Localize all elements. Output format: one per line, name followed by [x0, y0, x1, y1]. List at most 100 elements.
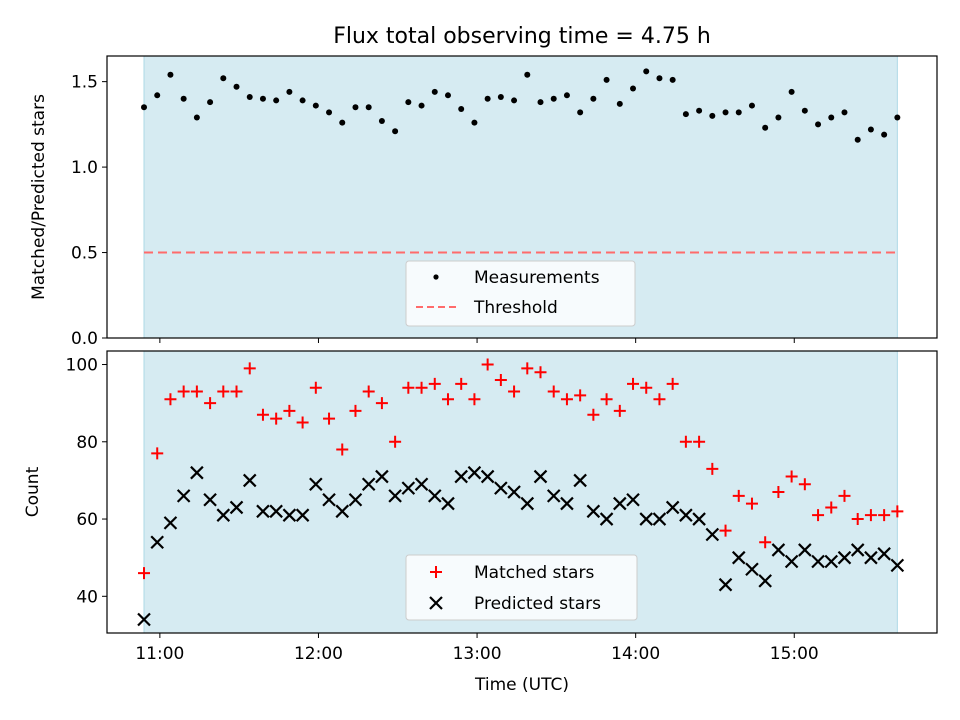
predicted-stars-point — [348, 492, 363, 507]
matched-stars-point — [481, 358, 494, 371]
matched-stars-point — [402, 381, 415, 394]
top-legend-box — [405, 260, 636, 327]
measurements-point — [894, 114, 901, 121]
matched-stars-point — [560, 393, 573, 406]
matched-stars-point — [851, 513, 864, 526]
predicted-stars-point — [837, 550, 852, 565]
matched-stars-point — [521, 362, 534, 375]
predicted-stars-point — [731, 550, 746, 565]
x-tick-label: 15:00 — [770, 644, 819, 664]
predicted-stars-point — [480, 469, 495, 484]
predicted-stars-point — [216, 508, 231, 522]
top-y-axis-label: Matched/Predicted stars — [29, 94, 49, 300]
measurements-point — [841, 109, 848, 116]
matched-stars-point — [362, 385, 375, 398]
measurements-point — [577, 109, 584, 116]
bottom-y-tick-label: 80 — [76, 433, 98, 453]
predicted-stars-point — [639, 512, 654, 526]
measurements-point — [233, 83, 240, 90]
measurements-point — [431, 88, 438, 95]
top-panel: 0.0 0.5 1.0 1.5 Matched/Predicted stars Mea… — [29, 55, 938, 349]
matched-stars-point — [574, 389, 587, 402]
measurements-point — [458, 105, 465, 112]
measurements-point — [326, 109, 333, 116]
matched-stars-point — [812, 509, 825, 522]
measurements-point — [603, 76, 610, 83]
measurements-point — [378, 117, 385, 124]
legend-measurements-label: Measurements — [474, 268, 600, 288]
measurements-point — [643, 68, 650, 75]
predicted-stars-point — [784, 554, 799, 569]
matched-stars-point — [719, 524, 732, 537]
matched-stars-point — [798, 478, 811, 491]
predicted-stars-point — [150, 535, 165, 549]
measurements-point — [682, 111, 689, 118]
matched-stars-point — [230, 385, 243, 398]
matched-stars-point — [891, 505, 904, 518]
matched-stars-point — [455, 377, 468, 390]
measurements-point — [246, 94, 253, 101]
predicted-stars-point — [586, 504, 601, 519]
predicted-stars-point — [798, 543, 812, 557]
predicted-stars-point — [309, 477, 323, 492]
measurements-point — [709, 112, 716, 119]
matched-stars-point — [468, 393, 481, 406]
measurements-point — [828, 114, 835, 121]
matched-stars-point — [640, 381, 653, 394]
legend-predicted-stars-label: Predicted stars — [474, 594, 601, 614]
measurements-point — [418, 102, 425, 109]
matched-stars-point — [415, 381, 428, 394]
bottom-panel: 40 60 80 100 11:00 12:00 13:00 14:00 15:00 Coun… — [23, 350, 938, 695]
top-y-tick-label: 1.0 — [71, 158, 98, 178]
measurements-point — [273, 97, 280, 104]
bottom-y-tick-label: 40 — [76, 587, 98, 607]
predicted-stars-point — [467, 465, 482, 480]
measurements-point — [867, 126, 874, 133]
predicted-stars-point — [692, 512, 706, 526]
predicted-stars-point — [229, 500, 244, 515]
matched-stars-point — [309, 381, 322, 394]
measurements-point — [881, 131, 888, 138]
matched-stars-point — [336, 443, 349, 456]
predicted-stars-point — [877, 547, 891, 561]
matched-stars-point — [283, 404, 296, 417]
measurements-point — [563, 92, 570, 99]
predicted-stars-point — [242, 473, 257, 488]
measurements-point — [193, 114, 200, 121]
legend-matched-stars-label: Matched stars — [474, 563, 594, 583]
predicted-stars-point — [361, 477, 376, 492]
measurements-point — [537, 99, 544, 106]
predicted-stars-point — [599, 512, 614, 526]
measurements-point — [444, 92, 451, 99]
x-axis-label: Time (UTC) — [474, 675, 569, 695]
matched-stars-point — [745, 497, 758, 510]
legend-predicted-stars-marker — [429, 596, 443, 610]
measurements-point — [748, 102, 755, 109]
matched-stars-point — [878, 509, 891, 522]
predicted-stars-point — [718, 577, 733, 592]
measurements-point — [775, 114, 782, 121]
measurements-point — [167, 71, 174, 78]
matched-stars-point — [256, 408, 269, 421]
bottom-y-axis-label: Count — [23, 466, 43, 517]
predicted-stars-point — [520, 496, 535, 511]
measurements-point — [497, 94, 504, 101]
measurements-point — [788, 88, 795, 95]
predicted-stars-point — [190, 465, 204, 480]
predicted-stars-point — [890, 558, 905, 573]
matched-stars-point — [600, 393, 613, 406]
predicted-stars-point — [295, 508, 310, 522]
measurements-point — [669, 76, 676, 83]
bottom-legend-box — [405, 554, 638, 621]
bottom-plot-frame — [106, 350, 938, 634]
chart-title: Flux total observing time = 4.75 h — [333, 24, 711, 49]
matched-stars-point — [204, 397, 217, 410]
predicted-stars-point — [163, 516, 178, 530]
predicted-stars-point — [652, 512, 667, 526]
predicted-stars-point — [679, 508, 693, 522]
measurements-point — [352, 104, 359, 111]
predicted-stars-point — [494, 481, 508, 495]
matched-stars-point — [151, 447, 164, 460]
legend-measurements-marker — [433, 274, 439, 280]
